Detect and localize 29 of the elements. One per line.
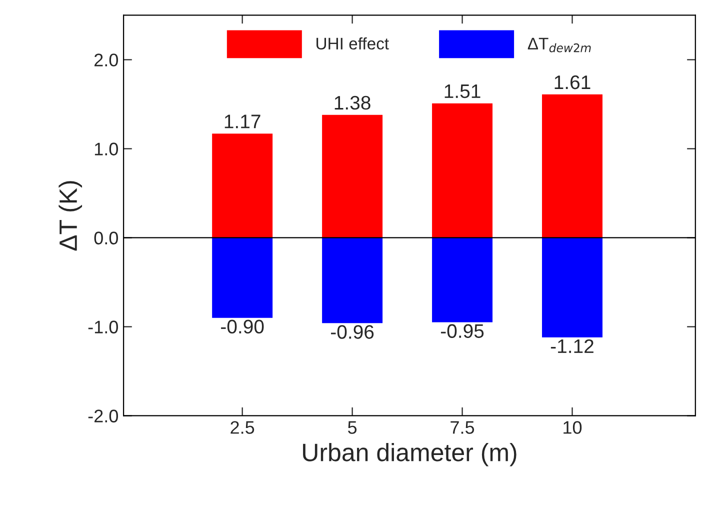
x-tick-label: 5 [348,421,357,434]
y-tick-label: -2.0 [88,410,118,422]
data-label: 1.17 [224,114,260,128]
bar [542,94,602,238]
bar [322,114,383,238]
y-tick-label: 0.0 [94,232,118,244]
bar [432,103,493,238]
y-tick-label: -1.0 [88,320,118,334]
data-label: 1.61 [554,75,590,90]
y-axis-title: ΔT (K) [58,181,82,251]
x-tick-label: 10 [564,421,582,434]
bar [212,238,273,318]
bar [432,238,493,322]
x-axis-title: Urban diameter (m) [303,442,516,466]
data-label: -1.12 [550,339,594,353]
y-tick-label: 1.0 [94,142,118,156]
data-label: -0.95 [440,324,484,338]
x-tick-label: 7.5 [450,421,474,434]
data-label: 1.38 [334,96,370,110]
data-label: 1.51 [444,84,480,98]
legend-label: ΔT$_{dew2m}$ [528,38,591,52]
bar [542,238,602,338]
bar [322,238,383,324]
bar [212,134,273,238]
legend-label: UHI effect [316,37,389,50]
data-label: -0.90 [221,320,264,334]
x-tick-label: 2.5 [230,421,254,434]
y-tick-label: 2.0 [94,54,118,66]
data-label: -0.96 [331,325,374,339]
